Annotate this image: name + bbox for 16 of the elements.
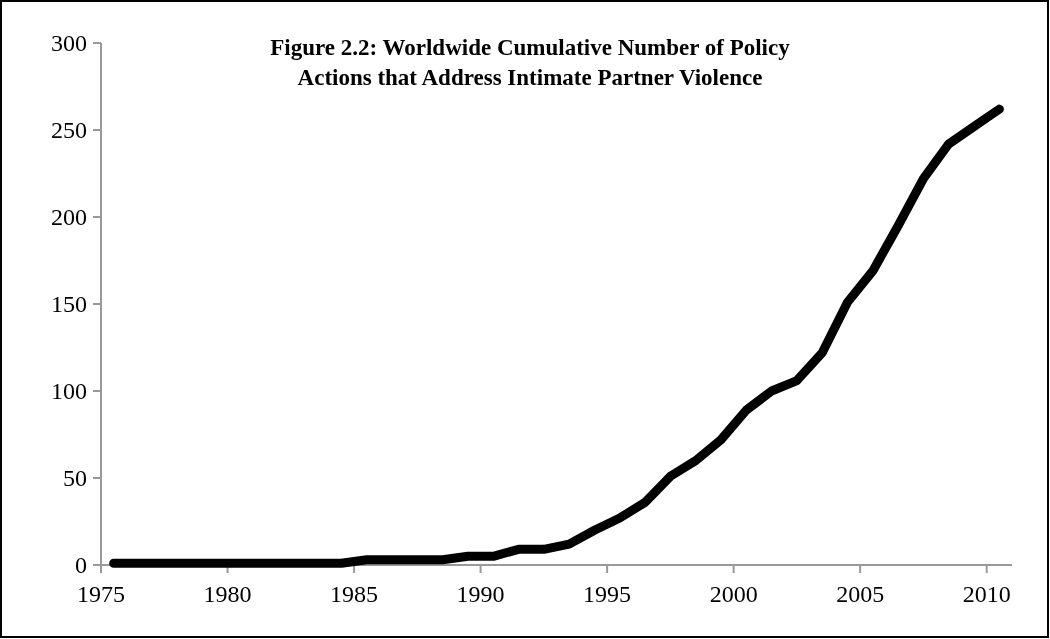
x-tick-label: 2010 <box>962 581 1011 607</box>
y-tick-label: 250 <box>51 117 87 144</box>
x-tick-label: 1990 <box>456 581 505 607</box>
y-tick-label: 50 <box>63 465 87 492</box>
x-tick-label: 1980 <box>203 581 252 607</box>
y-tick-label: 300 <box>51 30 87 57</box>
x-tick-label: 2005 <box>836 581 885 607</box>
y-tick-label: 150 <box>51 291 87 318</box>
chart-title: Figure 2.2: Worldwide Cumulative Number of Policy Actions that Address Intimate Partner Violence <box>270 35 791 90</box>
y-tick-label: 0 <box>75 552 87 579</box>
x-tick-label: 2000 <box>709 581 758 607</box>
y-tick-label: 100 <box>51 378 87 405</box>
x-tick-label: 1975 <box>77 581 125 607</box>
x-tick-label: 1985 <box>330 581 379 607</box>
x-tick-label: 1995 <box>583 581 632 607</box>
y-tick-label: 200 <box>51 204 87 231</box>
